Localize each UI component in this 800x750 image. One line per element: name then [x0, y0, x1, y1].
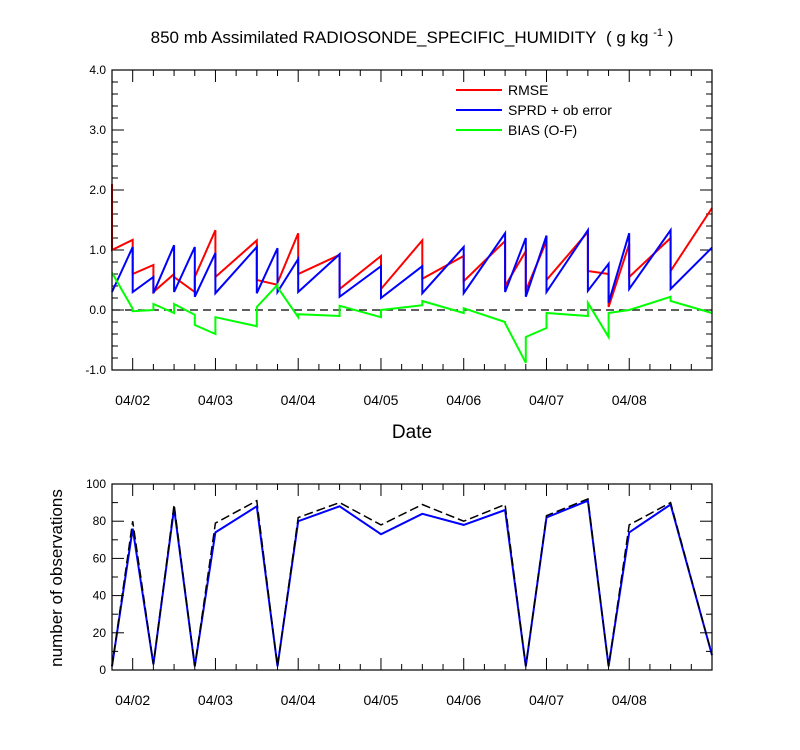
top-x-tick-label: 04/05: [363, 392, 398, 408]
bottom-y-tick-label: 60: [93, 551, 107, 565]
chart-title-main: 850 mb Assimilated RADIOSONDE_SPECIFIC_H…: [151, 28, 597, 47]
bottom-x-tick-label: 04/08: [612, 692, 647, 708]
legend-label: RMSE: [508, 82, 548, 98]
top-x-tick-label: 04/08: [612, 392, 647, 408]
x-axis-label: Date: [392, 422, 432, 443]
bottom-series-used-line: [111, 499, 713, 667]
top-y-tick-label: 0.0: [89, 303, 106, 317]
legend: RMSE SPRD + ob error BIAS (O-F): [456, 82, 612, 138]
bottom-x-tick-label: 04/04: [281, 692, 316, 708]
legend-label: BIAS (O-F): [508, 122, 577, 138]
bottom-y-tick-label: 100: [86, 477, 106, 491]
top-y-tick-label: 4.0: [89, 63, 106, 77]
bottom-x-tick-label: 04/07: [529, 692, 564, 708]
top-x-tick-label: 04/02: [115, 392, 150, 408]
bottom-plot-frame: [111, 483, 713, 671]
chart-title-units-close: ): [668, 28, 674, 47]
top-series-sprd-ob-error-line: [111, 226, 713, 304]
top-plot-panel: -1.0 0.0 1.0 2.0 3.0 4.0 04/02 04/03 04/04 04/05 0…: [85, 63, 713, 408]
top-series-bias-o-f-line: [111, 272, 713, 364]
bottom-y-tick-label: 0: [99, 663, 106, 677]
top-series-rmse-line: [111, 184, 713, 308]
bottom-x-tick-label: 04/03: [198, 692, 233, 708]
bottom-x-tick-label: 04/02: [115, 692, 150, 708]
bottom-plot-panel: 0 20 40 60 80 100 04/02 04/03 04/04 04/05 04/06 04/…: [86, 477, 713, 708]
chart-title: 850 mb Assimilated RADIOSONDE_SPECIFIC_H…: [151, 21, 674, 47]
chart-title-units-superscript: -1: [653, 27, 663, 39]
chart-title-units: ( g kg: [606, 28, 649, 47]
bottom-y-tick-label: 80: [93, 514, 107, 528]
top-x-tick-label: 04/03: [198, 392, 233, 408]
y-axis-label-bottom: number of observations: [47, 489, 66, 667]
bottom-x-tick-label: 04/06: [446, 692, 481, 708]
top-y-tick-label: 3.0: [89, 123, 106, 137]
bottom-y-tick-label: 40: [93, 589, 107, 603]
bottom-series-possible-line: [111, 497, 713, 667]
top-plot-frame: [111, 69, 713, 371]
legend-label: SPRD + ob error: [508, 102, 612, 118]
top-x-tick-label: 04/07: [529, 392, 564, 408]
top-x-tick-label: 04/06: [446, 392, 481, 408]
top-y-tick-label: 1.0: [89, 243, 106, 257]
top-y-tick-label: -1.0: [85, 363, 106, 377]
top-y-tick-label: 2.0: [89, 183, 106, 197]
bottom-x-tick-label: 04/05: [363, 692, 398, 708]
bottom-y-tick-label: 20: [93, 626, 107, 640]
top-x-tick-label: 04/04: [281, 392, 316, 408]
